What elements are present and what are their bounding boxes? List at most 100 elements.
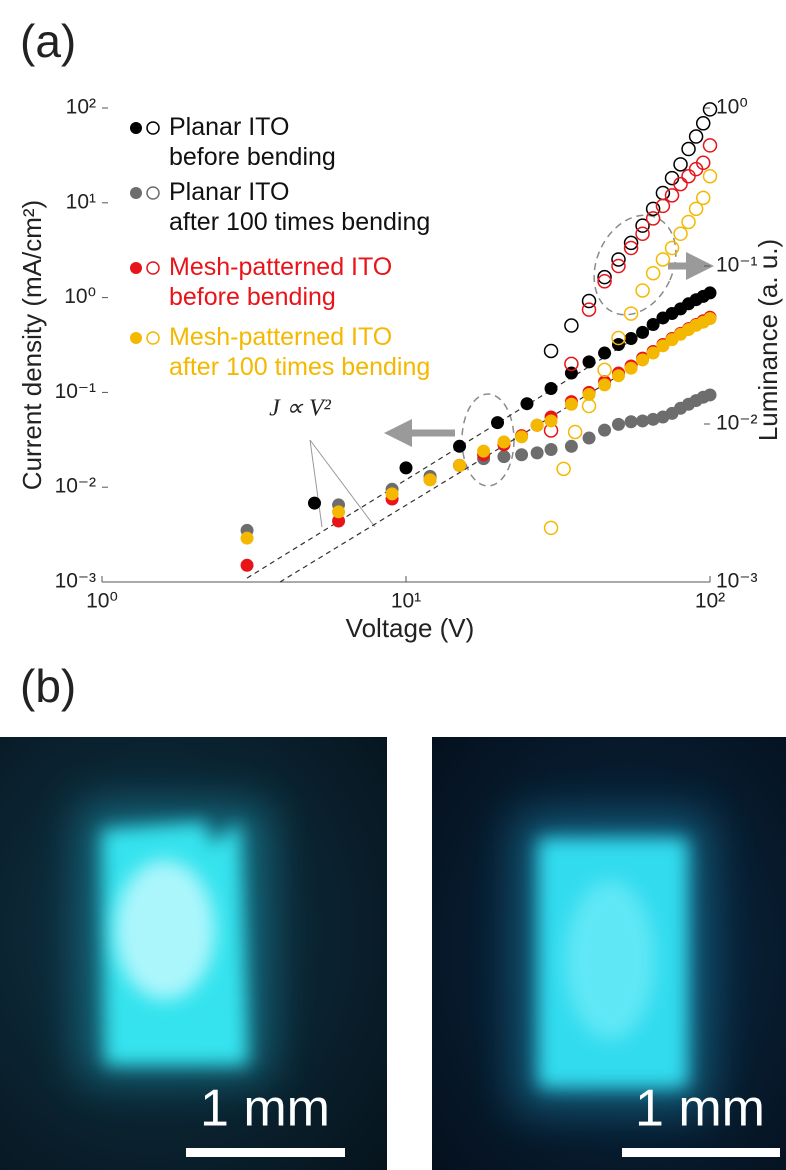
scale-bar-label: 1 mm [200, 1080, 330, 1138]
current-point [582, 355, 596, 369]
legend-label: Planar ITO before bending [169, 113, 336, 171]
photo-right: 1 mm [432, 737, 786, 1170]
current-point [646, 412, 660, 426]
y-tick-label: 10² [66, 96, 96, 119]
luminance-point [681, 214, 696, 230]
luminance-point [543, 520, 559, 536]
luminance-point [597, 362, 612, 378]
reference-line [279, 319, 711, 583]
y-tick-label: 10⁰ [64, 285, 96, 308]
current-point [544, 414, 558, 428]
current-point [611, 417, 625, 431]
luminance-point [702, 102, 718, 117]
luminance-point [581, 398, 597, 414]
luminance-point [702, 138, 718, 153]
legend-marker [146, 121, 160, 135]
legend-marker [130, 187, 142, 199]
current-point [497, 435, 511, 449]
luminance-point [688, 201, 704, 217]
scale-bar-label: 1 mm [635, 1080, 765, 1138]
y2-axis-title: Luminance (a. u.) [753, 239, 783, 441]
x-tick-label: 10¹ [391, 590, 421, 613]
current-point [703, 286, 717, 300]
luminance-point [655, 252, 671, 267]
luminance-point [688, 129, 704, 144]
current-point [530, 446, 544, 460]
y2-tick-label: 10⁰ [716, 96, 748, 119]
luminance-point [581, 293, 597, 309]
x-tick-label: 10² [695, 590, 725, 613]
current-point [703, 388, 717, 402]
current-point [515, 430, 529, 444]
current-point [520, 397, 534, 411]
current-point [240, 558, 254, 572]
current-point [515, 448, 529, 462]
y-tick-label: 10⁻³ [55, 570, 96, 593]
luminance-point [695, 190, 711, 206]
current-point [544, 381, 558, 395]
current-point [399, 461, 413, 475]
current-point [598, 378, 612, 392]
luminance-point [655, 198, 671, 214]
current-point [636, 353, 650, 367]
luminance-point [681, 168, 696, 184]
luminance-point [597, 269, 612, 285]
current-point [564, 397, 578, 411]
luminance-point [695, 116, 711, 131]
legend-item: Planar ITO after 100 times bending [130, 178, 430, 236]
y2-tick-label: 10⁻³ [716, 570, 757, 593]
legend-marker [146, 331, 160, 345]
legend-item: Mesh-patterned ITO before bending [130, 253, 392, 311]
luminance-point [623, 235, 639, 251]
y-tick-label: 10¹ [66, 190, 96, 213]
luminance-point [564, 356, 579, 372]
luminance-point [645, 265, 661, 281]
y-tick-label: 10⁻¹ [55, 380, 96, 403]
luminance-point [611, 252, 626, 267]
current-point [497, 450, 511, 464]
current-point [491, 416, 505, 430]
current-point [646, 318, 660, 332]
luminance-point [635, 226, 650, 241]
luminance-point [597, 274, 612, 289]
y-tick-label: 10⁻² [55, 475, 96, 498]
current-point [423, 473, 437, 487]
current-point [530, 418, 544, 432]
y-axis-title: Current density (mA/cm²) [17, 200, 47, 490]
current-point [332, 514, 346, 528]
current-point [385, 487, 399, 501]
luminance-point [645, 201, 661, 217]
current-point [636, 325, 650, 339]
current-point [611, 369, 625, 383]
current-point [636, 414, 650, 428]
luminance-point [543, 343, 559, 359]
luminance-point [635, 283, 650, 298]
legend-marker [146, 186, 160, 200]
current-point [564, 439, 578, 453]
y2-tick-label: 10⁻¹ [716, 254, 757, 277]
current-point [703, 312, 717, 326]
panel-label: (b) [20, 660, 76, 712]
luminance-point [611, 258, 626, 274]
legend-label: Mesh-patterned ITO before bending [169, 253, 392, 311]
y2-tick-label: 10⁻² [716, 412, 757, 435]
luminance-point [664, 188, 680, 203]
luminance-point [695, 155, 711, 171]
current-point [624, 332, 638, 346]
current-point [624, 361, 638, 375]
panel-label: (a) [20, 15, 76, 67]
luminance-point [635, 218, 650, 233]
legend-marker [146, 261, 160, 275]
annotation-pointer [309, 439, 376, 528]
luminance-point [623, 306, 639, 321]
legend-marker [130, 122, 142, 134]
luminance-point [564, 318, 579, 333]
current-point [453, 439, 467, 453]
current-point [646, 346, 660, 360]
luminance-point [655, 185, 671, 201]
current-point [544, 442, 558, 456]
luminance-point [623, 240, 639, 256]
current-point [582, 431, 596, 445]
current-point [307, 496, 321, 510]
